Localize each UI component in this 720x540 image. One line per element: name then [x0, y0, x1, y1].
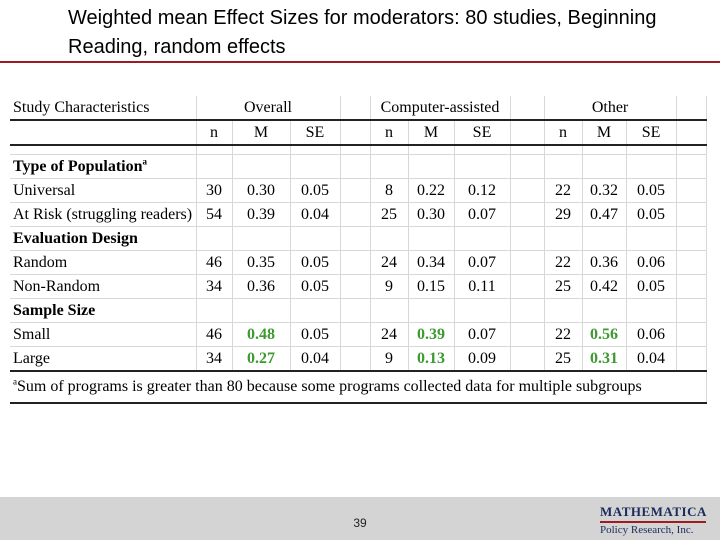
table-cell: 0.05 — [290, 178, 341, 203]
table-cell: 0.05 — [626, 202, 677, 227]
table-cell: 22 — [544, 322, 583, 347]
table-cell: 0.30 — [232, 178, 291, 203]
table-cell: 25 — [544, 274, 583, 299]
table-cell: 0.05 — [290, 274, 341, 299]
table-cell: 25 — [544, 346, 583, 372]
table-cell: 0.07 — [454, 250, 511, 275]
table-cell: 0.05 — [626, 274, 677, 299]
stat-header: SE — [454, 120, 511, 146]
table-cell: 0.56 — [582, 322, 627, 347]
table-cell: 0.04 — [626, 346, 677, 372]
table-row: Small 46 0.48 0.05 24 0.39 0.07 22 0.56 0.06 — [10, 322, 707, 347]
table-row: At Risk (struggling readers) 54 0.39 0.04 25… — [10, 202, 707, 227]
stat-header: M — [232, 120, 291, 146]
row-label: Small — [10, 322, 197, 347]
table-cell: 34 — [196, 274, 233, 299]
table-header-row-stats: n M SE n M SE n M SE — [10, 120, 707, 146]
table-cell: 46 — [196, 322, 233, 347]
row-label: Non-Random — [10, 274, 197, 299]
table-cell: 0.39 — [232, 202, 291, 227]
footer-bar — [0, 497, 720, 540]
row-label: Random — [10, 250, 197, 275]
table-cell: 0.31 — [582, 346, 627, 372]
group-header-computer-assisted: Computer-assisted — [370, 96, 511, 121]
table-cell: 0.36 — [582, 250, 627, 275]
logo-wordmark: MATHEMATICA — [600, 504, 707, 519]
section-label: Sample Size — [10, 298, 197, 323]
table-cell: 0.32 — [582, 178, 627, 203]
section-label: Type of Populationa — [10, 154, 197, 179]
table-row: Random 46 0.35 0.05 24 0.34 0.07 22 0.36 0.06 — [10, 250, 707, 275]
table-cell: 0.42 — [582, 274, 627, 299]
group-header-other: Other — [544, 96, 677, 121]
stat-header: SE — [626, 120, 677, 146]
table-cell: 0.11 — [454, 274, 511, 299]
table-cell: 34 — [196, 346, 233, 372]
table-cell: 0.36 — [232, 274, 291, 299]
table-cell: 0.06 — [626, 322, 677, 347]
table-cell: 0.30 — [408, 202, 455, 227]
slide-title: Weighted mean Effect Sizes for moderator… — [68, 7, 657, 58]
table-cell: 0.07 — [454, 202, 511, 227]
table-cell: 24 — [370, 322, 409, 347]
table-cell: 29 — [544, 202, 583, 227]
table-cell: 0.05 — [626, 178, 677, 203]
table-row: Universal 30 0.30 0.05 8 0.22 0.12 22 0.32 0.05 — [10, 178, 707, 203]
table-footnote-row: aSum of programs is greater than 80 beca… — [10, 371, 707, 404]
section-header-row: Sample Size — [10, 298, 707, 323]
table-cell: 0.04 — [290, 202, 341, 227]
table-footnote: aSum of programs is greater than 80 beca… — [10, 371, 707, 404]
table-row: Large 34 0.27 0.04 9 0.13 0.09 25 0.31 0.04 — [10, 346, 707, 372]
table-cell: 0.04 — [290, 346, 341, 372]
table-cell: 30 — [196, 178, 233, 203]
mathematica-logo: MATHEMATICA Policy Research, Inc. — [600, 504, 712, 536]
group-header-overall: Overall — [196, 96, 341, 121]
table-cell: 0.34 — [408, 250, 455, 275]
table-cell: 25 — [370, 202, 409, 227]
stat-header: n — [544, 120, 583, 146]
stat-header: SE — [290, 120, 341, 146]
table-cell: 0.09 — [454, 346, 511, 372]
table-cell: 0.27 — [232, 346, 291, 372]
study-characteristics-header: Study Characteristics — [10, 96, 197, 121]
table-cell: 24 — [370, 250, 409, 275]
table-row: Non-Random 34 0.36 0.05 9 0.15 0.11 25 0.42 0.05 — [10, 274, 707, 299]
table-cell: 9 — [370, 274, 409, 299]
table-cell: 22 — [544, 178, 583, 203]
table-cell: 0.47 — [582, 202, 627, 227]
table-cell: 0.39 — [408, 322, 455, 347]
table-cell: 46 — [196, 250, 233, 275]
table-cell: 22 — [544, 250, 583, 275]
table-cell: 0.48 — [232, 322, 291, 347]
stat-header: n — [196, 120, 233, 146]
table-cell: 0.22 — [408, 178, 455, 203]
page-number: 39 — [353, 516, 367, 530]
moderator-table: Study Characteristics Overall Computer-a… — [10, 96, 707, 434]
table-cell: 0.35 — [232, 250, 291, 275]
stat-header: M — [582, 120, 627, 146]
logo-divider — [600, 521, 706, 523]
table-cell: 0.12 — [454, 178, 511, 203]
table-cell: 0.13 — [408, 346, 455, 372]
row-label: Universal — [10, 178, 197, 203]
table-cell: 8 — [370, 178, 409, 203]
row-label: Large — [10, 346, 197, 372]
stat-header: n — [370, 120, 409, 146]
table-cell: 9 — [370, 346, 409, 372]
section-header-row: Evaluation Design — [10, 226, 707, 251]
logo-tagline: Policy Research, Inc. — [600, 524, 694, 536]
table-cell: 0.06 — [626, 250, 677, 275]
table-cell: 0.05 — [290, 322, 341, 347]
section-header-row: Type of Populationa — [10, 154, 707, 179]
title-divider — [0, 61, 720, 63]
row-label: At Risk (struggling readers) — [10, 202, 197, 227]
table-cell: 54 — [196, 202, 233, 227]
table-cell: 0.15 — [408, 274, 455, 299]
section-label: Evaluation Design — [10, 226, 197, 251]
table-cell: 0.05 — [290, 250, 341, 275]
table-header-row-groups: Study Characteristics Overall Computer-a… — [10, 96, 707, 121]
stat-header: M — [408, 120, 455, 146]
table-cell: 0.07 — [454, 322, 511, 347]
